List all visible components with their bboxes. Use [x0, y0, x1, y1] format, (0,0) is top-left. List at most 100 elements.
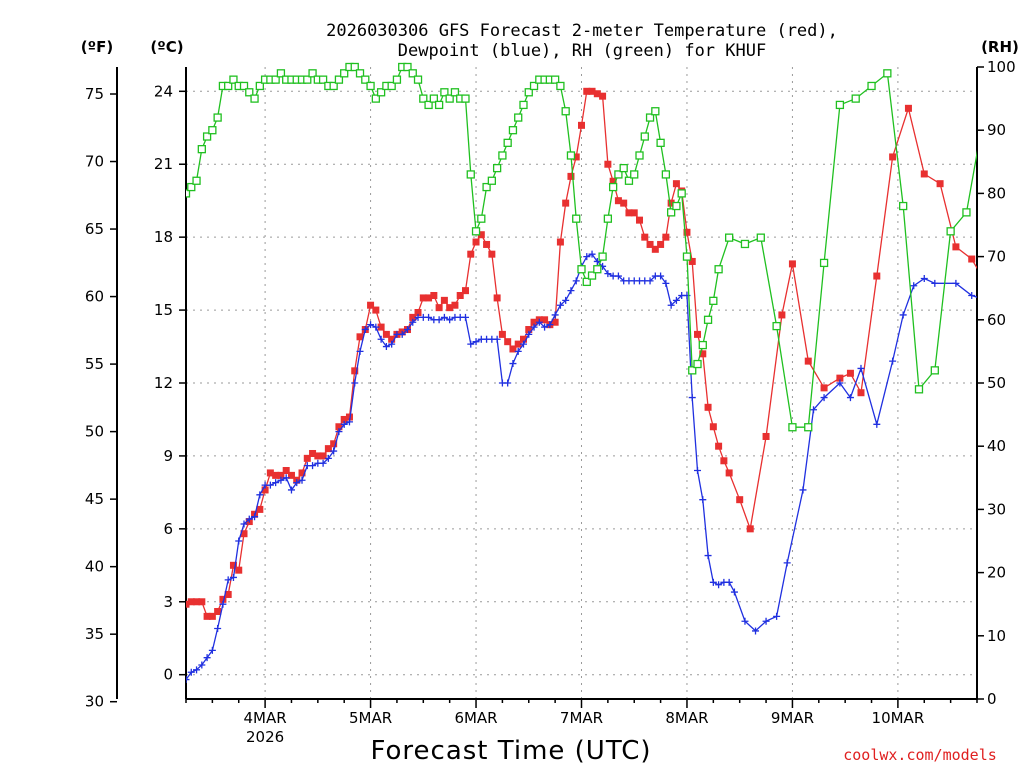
temperature-point	[388, 335, 396, 343]
dewpoint-point	[588, 250, 596, 258]
temperature-point	[198, 598, 206, 606]
dewpoint-point	[277, 476, 285, 484]
rh-point	[672, 201, 681, 211]
rh-point	[303, 75, 312, 84]
dewpoint-point	[567, 287, 575, 295]
dewpoint-point	[889, 357, 897, 365]
celsius-tick-label: 24	[154, 82, 173, 100]
gridlines	[186, 67, 977, 699]
rh-point	[624, 176, 634, 185]
rh-point	[946, 227, 955, 236]
dewpoint-point	[240, 520, 248, 528]
temperature-point	[382, 330, 390, 338]
temperature-point	[414, 309, 422, 317]
rh-tick-label: 100	[987, 58, 1016, 76]
dewpoint-point	[699, 496, 707, 504]
rh-point	[703, 315, 713, 324]
dewpoint-point	[335, 428, 343, 436]
rh-point	[524, 88, 533, 97]
temperature-point	[567, 172, 575, 180]
rh-point	[239, 81, 249, 91]
date-tick-label: 5MAR	[349, 709, 392, 727]
rh-point	[656, 138, 665, 147]
dewpoint-point	[425, 313, 433, 321]
credit-text: coolwx.com/models	[843, 746, 997, 764]
temperature-point	[240, 530, 248, 538]
dewpoint-point	[324, 454, 332, 462]
temperature-point	[541, 316, 549, 324]
rh-point	[250, 94, 259, 103]
dewpoint-point	[467, 340, 475, 348]
dewpoint-point	[725, 578, 733, 586]
dewpoint-point	[593, 257, 601, 265]
rh-point	[271, 75, 280, 84]
rh-point	[914, 385, 924, 394]
dewpoint-point	[931, 279, 939, 287]
rh-tick-label: 70	[987, 248, 1006, 266]
temperature-point	[683, 228, 691, 236]
temperature-point	[472, 238, 480, 246]
temperature-point	[235, 566, 243, 574]
temperature-point	[667, 199, 675, 207]
temperature-point	[372, 306, 380, 314]
temperature-point	[461, 287, 469, 295]
rh-point	[487, 176, 497, 185]
rh-point	[361, 75, 370, 84]
temperature-point	[340, 415, 348, 423]
rh-point	[788, 423, 797, 432]
rh-point	[556, 81, 565, 91]
rh-point	[308, 69, 317, 78]
dewpoint-point	[657, 272, 665, 280]
temperature-point	[335, 423, 343, 431]
rh-tick-label: 60	[987, 311, 1006, 329]
dewpoint-point	[810, 406, 818, 414]
dewpoint-point	[752, 627, 760, 635]
dewpoint-point	[435, 316, 443, 324]
dewpoint-point	[820, 394, 828, 402]
dewpoint-point	[282, 474, 290, 482]
rh-tick-label: 30	[987, 500, 1006, 518]
rh-point	[598, 252, 607, 261]
dewpoint-point	[672, 296, 680, 304]
rh-point	[682, 252, 692, 261]
temperature-point	[324, 445, 332, 453]
dewpoint-point	[836, 379, 844, 387]
rh-point	[245, 88, 254, 97]
dewpoint-point	[614, 272, 622, 280]
rh-point	[593, 265, 602, 274]
rh-point	[587, 271, 597, 280]
axes	[110, 66, 984, 708]
temperature-point	[440, 296, 448, 304]
rh-point	[403, 62, 412, 72]
dewpoint-point	[272, 479, 280, 487]
dewpoint-point	[551, 311, 559, 319]
temperature-point	[620, 199, 628, 207]
temperature-point	[203, 612, 211, 620]
rh-point	[334, 75, 344, 84]
temperature-point	[846, 369, 854, 377]
temperature-point	[530, 318, 538, 326]
dewpoint-point	[203, 654, 211, 662]
rh-point	[772, 321, 781, 331]
dewpoint-point	[562, 296, 570, 304]
celsius-tick-label: 18	[154, 228, 173, 246]
temperature-point	[699, 350, 707, 358]
temperature-point	[356, 333, 364, 341]
rh-point	[329, 81, 338, 91]
dewpoint-point	[688, 394, 696, 402]
fahrenheit-tick-label: 60	[85, 288, 104, 306]
dewpoint-point	[546, 321, 554, 329]
temperature-point	[762, 432, 770, 440]
temperature-point	[736, 496, 744, 504]
rh-tick-label: 80	[987, 184, 1006, 202]
dewpoint-point	[214, 625, 222, 633]
temperature-point	[746, 525, 754, 533]
rh-point	[709, 296, 718, 305]
dewpoint-point	[256, 491, 264, 499]
year-tick-label: 2026	[246, 728, 284, 746]
temperature-point	[604, 160, 612, 168]
rh-point	[208, 126, 217, 135]
temperature-point	[657, 240, 665, 248]
temperature-point	[804, 357, 812, 365]
rh-point	[213, 113, 222, 122]
